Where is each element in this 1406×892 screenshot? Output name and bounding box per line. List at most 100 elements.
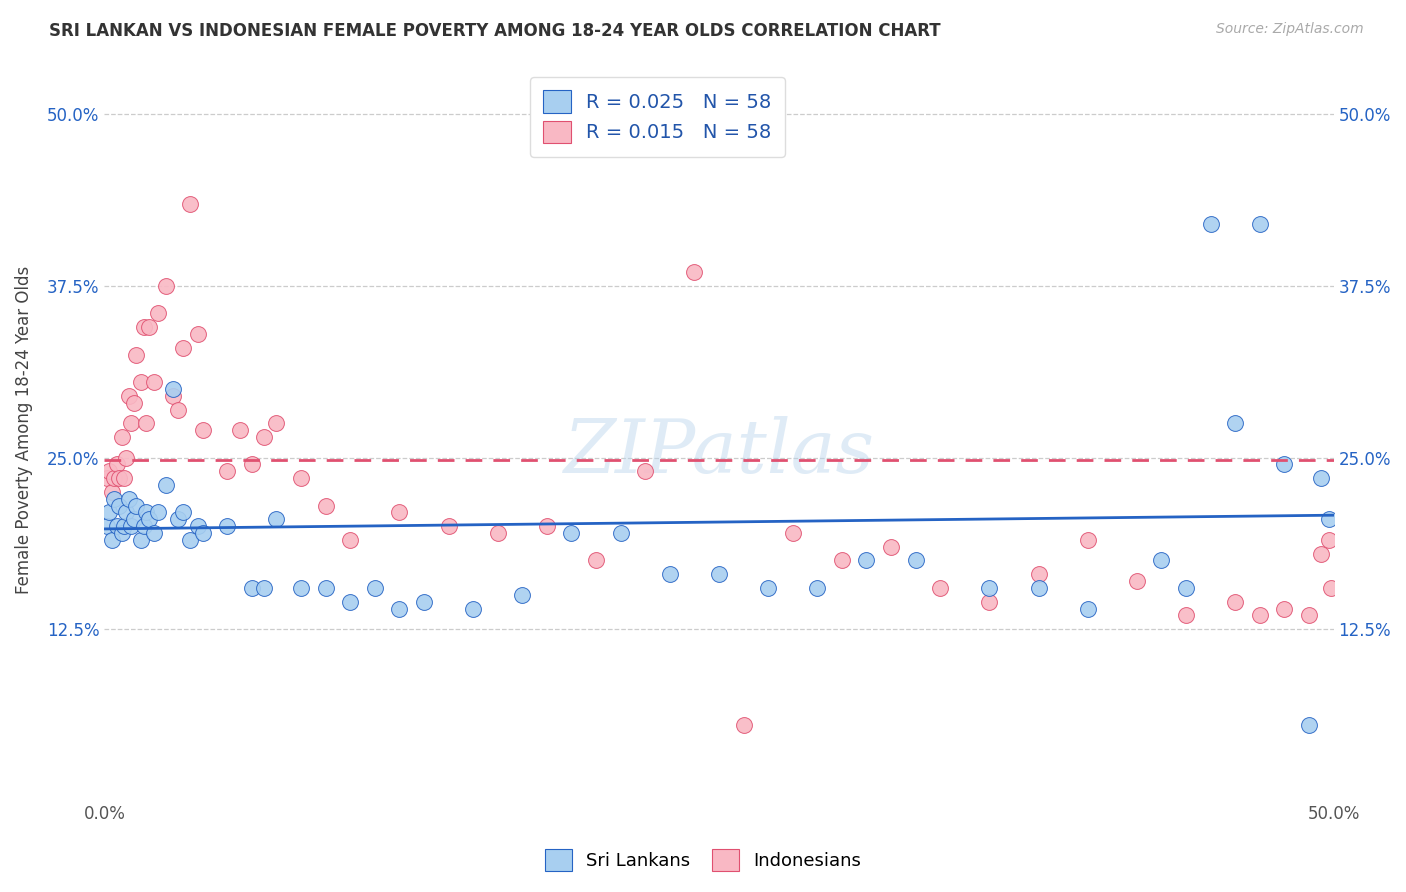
Point [1317,533,1340,547]
Point [112,471,135,485]
Point [115,505,138,519]
Point [1126,574,1149,588]
Point [132,519,155,533]
Point [142,526,165,541]
Point [339,533,361,547]
Legend: Sri Lankans, Indonesians: Sri Lankans, Indonesians [537,842,869,879]
Point [148,306,170,320]
Point [120,416,142,430]
Point [132,320,155,334]
Point [187,519,209,533]
Point [217,464,239,478]
Point [118,491,141,506]
Point [125,348,148,362]
Point [707,567,730,582]
Point [437,519,460,533]
Point [315,499,337,513]
Point [108,471,131,485]
Point [461,601,484,615]
Point [138,320,160,334]
Point [979,594,1001,608]
Point [1077,601,1099,615]
Point [536,519,558,533]
Point [634,464,657,478]
Point [120,519,142,533]
Point [187,326,209,341]
Point [413,594,436,608]
Point [118,389,141,403]
Point [167,512,190,526]
Point [155,279,177,293]
Point [1320,581,1343,595]
Point [1028,567,1050,582]
Point [1310,547,1333,561]
Point [1225,416,1247,430]
Point [339,594,361,608]
Point [388,505,411,519]
Point [122,512,145,526]
Point [135,505,157,519]
Point [1317,512,1340,526]
Point [98,505,121,519]
Text: Source: ZipAtlas.com: Source: ZipAtlas.com [1216,22,1364,37]
Point [880,540,903,554]
Point [855,553,877,567]
Point [240,581,263,595]
Point [486,526,509,541]
Point [806,581,828,595]
Point [162,389,184,403]
Point [290,471,312,485]
Point [253,581,276,595]
Point [96,471,118,485]
Point [98,464,121,478]
Point [510,588,533,602]
Point [560,526,582,541]
Y-axis label: Female Poverty Among 18-24 Year Olds: Female Poverty Among 18-24 Year Olds [15,266,32,594]
Point [609,526,631,541]
Point [904,553,927,567]
Point [683,265,706,279]
Point [172,341,194,355]
Point [1175,581,1198,595]
Point [1249,608,1271,623]
Point [129,375,152,389]
Point [979,581,1001,595]
Point [103,491,125,506]
Point [129,533,152,547]
Point [167,402,190,417]
Point [135,416,157,430]
Point [228,423,250,437]
Point [315,581,337,595]
Point [831,553,853,567]
Point [191,526,214,541]
Point [1310,471,1333,485]
Legend: R = 0.025   N = 58, R = 0.015   N = 58: R = 0.025 N = 58, R = 0.015 N = 58 [530,77,785,157]
Point [756,581,779,595]
Point [148,505,170,519]
Point [100,484,122,499]
Point [110,430,132,444]
Point [253,430,276,444]
Point [1150,553,1173,567]
Point [179,196,201,211]
Point [929,581,952,595]
Point [240,458,263,472]
Point [1272,458,1295,472]
Point [172,505,194,519]
Point [105,458,128,472]
Point [100,533,122,547]
Point [110,526,132,541]
Text: ZIPatlas: ZIPatlas [564,416,875,489]
Point [96,519,118,533]
Point [658,567,681,582]
Point [364,581,387,595]
Point [266,416,288,430]
Point [122,395,145,409]
Point [733,718,755,732]
Text: SRI LANKAN VS INDONESIAN FEMALE POVERTY AMONG 18-24 YEAR OLDS CORRELATION CHART: SRI LANKAN VS INDONESIAN FEMALE POVERTY … [49,22,941,40]
Point [290,581,312,595]
Point [585,553,607,567]
Point [1077,533,1099,547]
Point [1298,718,1320,732]
Point [388,601,411,615]
